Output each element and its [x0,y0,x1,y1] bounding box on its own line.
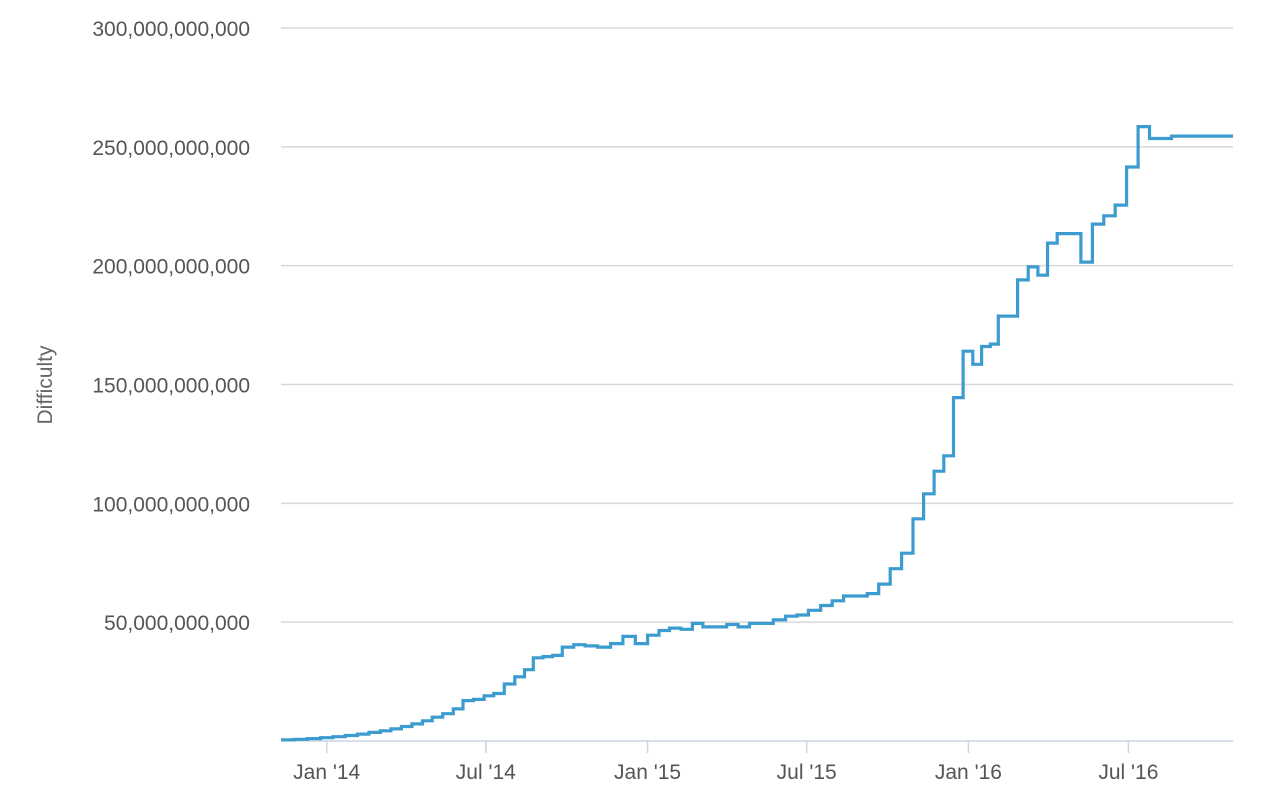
y-tick-label: 200,000,000,000 [92,256,250,279]
x-tick-label: Jan '15 [614,761,681,784]
y-axis-title: Difficulty [34,345,57,424]
x-tick-label: Jan '16 [935,761,1002,784]
grid-lines [281,27,1233,623]
x-tick-label: Jan '14 [293,761,360,784]
y-tick-label: 300,000,000,000 [92,18,250,41]
x-tick-label: Jul '15 [777,761,837,784]
difficulty-series-line [281,125,1233,742]
x-axis: Jan '14 Jul '14 Jan '15 Jul '15 Jan '16 Jul '… [281,740,1233,784]
series-layer [281,125,1233,742]
y-tick-label: 50,000,000,000 [104,612,250,635]
x-tick-label: Jul '14 [456,761,516,784]
y-tick-label: 100,000,000,000 [92,493,250,516]
y-tick-label: 150,000,000,000 [92,375,250,398]
x-tick-label: Jul '16 [1098,761,1158,784]
y-tick-label: 250,000,000,000 [92,137,250,160]
y-axis-tick-labels: 50,000,000,000 100,000,000,000 150,000,000… [92,18,250,635]
